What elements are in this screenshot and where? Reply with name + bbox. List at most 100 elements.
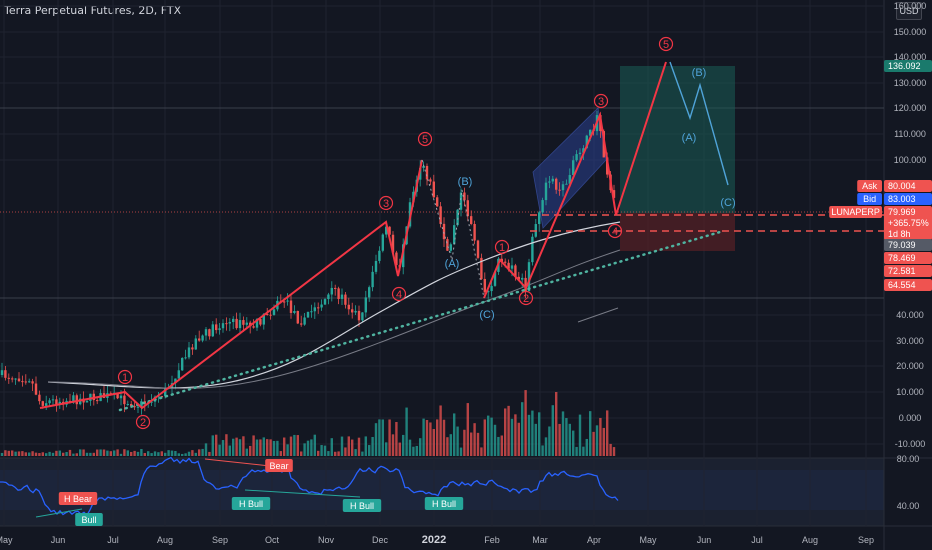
candle-body	[28, 381, 31, 383]
volume-bar	[34, 452, 38, 456]
candle-body	[293, 310, 296, 313]
volume-bar	[218, 444, 221, 456]
volume-bar	[578, 414, 582, 456]
volume-bar	[538, 412, 541, 456]
volume-bar	[521, 402, 524, 456]
price-tag-prefix: LUNAPERP	[831, 207, 880, 217]
volume-bar	[62, 452, 65, 456]
volume-bar	[371, 436, 374, 456]
candle-body	[449, 244, 452, 251]
candle-body	[480, 257, 483, 279]
volume-bar	[116, 449, 119, 456]
price-tag-level-1: 78.469	[888, 253, 916, 263]
price-tag-bg	[884, 239, 932, 251]
x-tick-label: Jul	[751, 535, 763, 545]
candle-body	[585, 135, 588, 149]
price-tag-bid: 83.003	[888, 194, 916, 204]
wave-label-ring	[607, 223, 623, 239]
candle-body	[466, 200, 469, 217]
candle-body	[140, 401, 143, 407]
volume-bar	[534, 423, 537, 456]
wave-label: 4	[396, 289, 402, 301]
volume-bar	[589, 411, 592, 456]
volume-bar	[293, 434, 296, 456]
volume-bar	[436, 419, 439, 456]
candle-body	[391, 234, 395, 253]
volume-bar	[606, 410, 609, 456]
volume-bar	[147, 451, 150, 456]
candle-body	[385, 226, 388, 235]
candle-body	[119, 395, 123, 399]
candle-body	[225, 323, 228, 325]
volume-bar	[99, 449, 102, 456]
rsi-label-bg	[75, 513, 103, 526]
volume-bar	[58, 450, 61, 456]
x-tick-label: Sep	[858, 535, 874, 545]
volume-bar	[153, 451, 157, 456]
rsi-label-bg	[58, 492, 98, 505]
wave-label-ring	[658, 36, 674, 52]
volume-bar	[259, 439, 262, 456]
candle-body	[4, 370, 7, 378]
price-tag-level-3: 64.554	[888, 280, 916, 290]
candle-body	[425, 165, 429, 180]
x-tick-label: Aug	[802, 535, 818, 545]
volume-bar	[89, 452, 92, 456]
wave-label-ring	[135, 414, 151, 430]
price-tag-countdown: 1d 8h	[888, 229, 911, 239]
volume-bar	[317, 450, 320, 456]
volume-bar	[459, 447, 463, 456]
price-tag-bg	[884, 193, 932, 205]
currency-button[interactable]: USD	[896, 2, 922, 20]
candle-body	[238, 320, 242, 329]
volume-bar	[323, 445, 327, 456]
divergence-line	[204, 458, 271, 467]
volume-bar	[487, 415, 490, 456]
volume-bar	[429, 422, 432, 456]
volume-bar	[51, 452, 55, 456]
candle-body	[368, 287, 371, 298]
candle-body	[459, 192, 463, 210]
wave-label: 5	[422, 134, 428, 146]
volume-bar	[106, 450, 109, 456]
candle-body	[174, 378, 177, 384]
ma-fast-line	[47, 221, 621, 389]
volume-bar	[113, 450, 116, 456]
volume-bar	[7, 450, 10, 456]
candle-body	[269, 314, 272, 316]
volume-bar	[232, 438, 235, 456]
volume-bar	[476, 432, 480, 456]
y-tick-label: 150.000	[894, 27, 927, 37]
candle-body	[208, 329, 211, 337]
x-tick-label: Oct	[265, 535, 280, 545]
volume-bar	[493, 424, 497, 456]
chart-title: Terra Perpetual Futures, 2D, FTX	[4, 4, 182, 17]
trend-line	[118, 230, 722, 412]
rsi-label-bg	[424, 497, 464, 510]
volume-bar	[340, 436, 344, 456]
wave-label-ring	[391, 286, 407, 302]
wave-label: 3	[598, 96, 604, 108]
wave-label: 1	[122, 372, 128, 384]
candle-body	[582, 148, 585, 153]
rsi-label-bg	[342, 499, 382, 512]
volume-bar	[378, 419, 381, 456]
volume-bar	[272, 440, 276, 456]
candle-body	[327, 294, 330, 300]
volume-bar	[548, 426, 551, 456]
candle-body	[439, 206, 442, 224]
volume-bar	[504, 408, 507, 456]
wave-label: (C)	[479, 309, 494, 321]
volume-bar	[143, 453, 146, 456]
candle-body	[354, 310, 357, 313]
volume-bar	[126, 450, 129, 456]
price-tag-bg	[884, 252, 932, 264]
volume-bar	[368, 445, 371, 456]
candle-body	[364, 297, 367, 313]
candle-body	[283, 301, 286, 303]
candle-body	[453, 225, 456, 245]
candle-body	[48, 400, 51, 404]
y-tick-label: 130.000	[894, 78, 927, 88]
x-tick-label: May	[639, 535, 657, 545]
